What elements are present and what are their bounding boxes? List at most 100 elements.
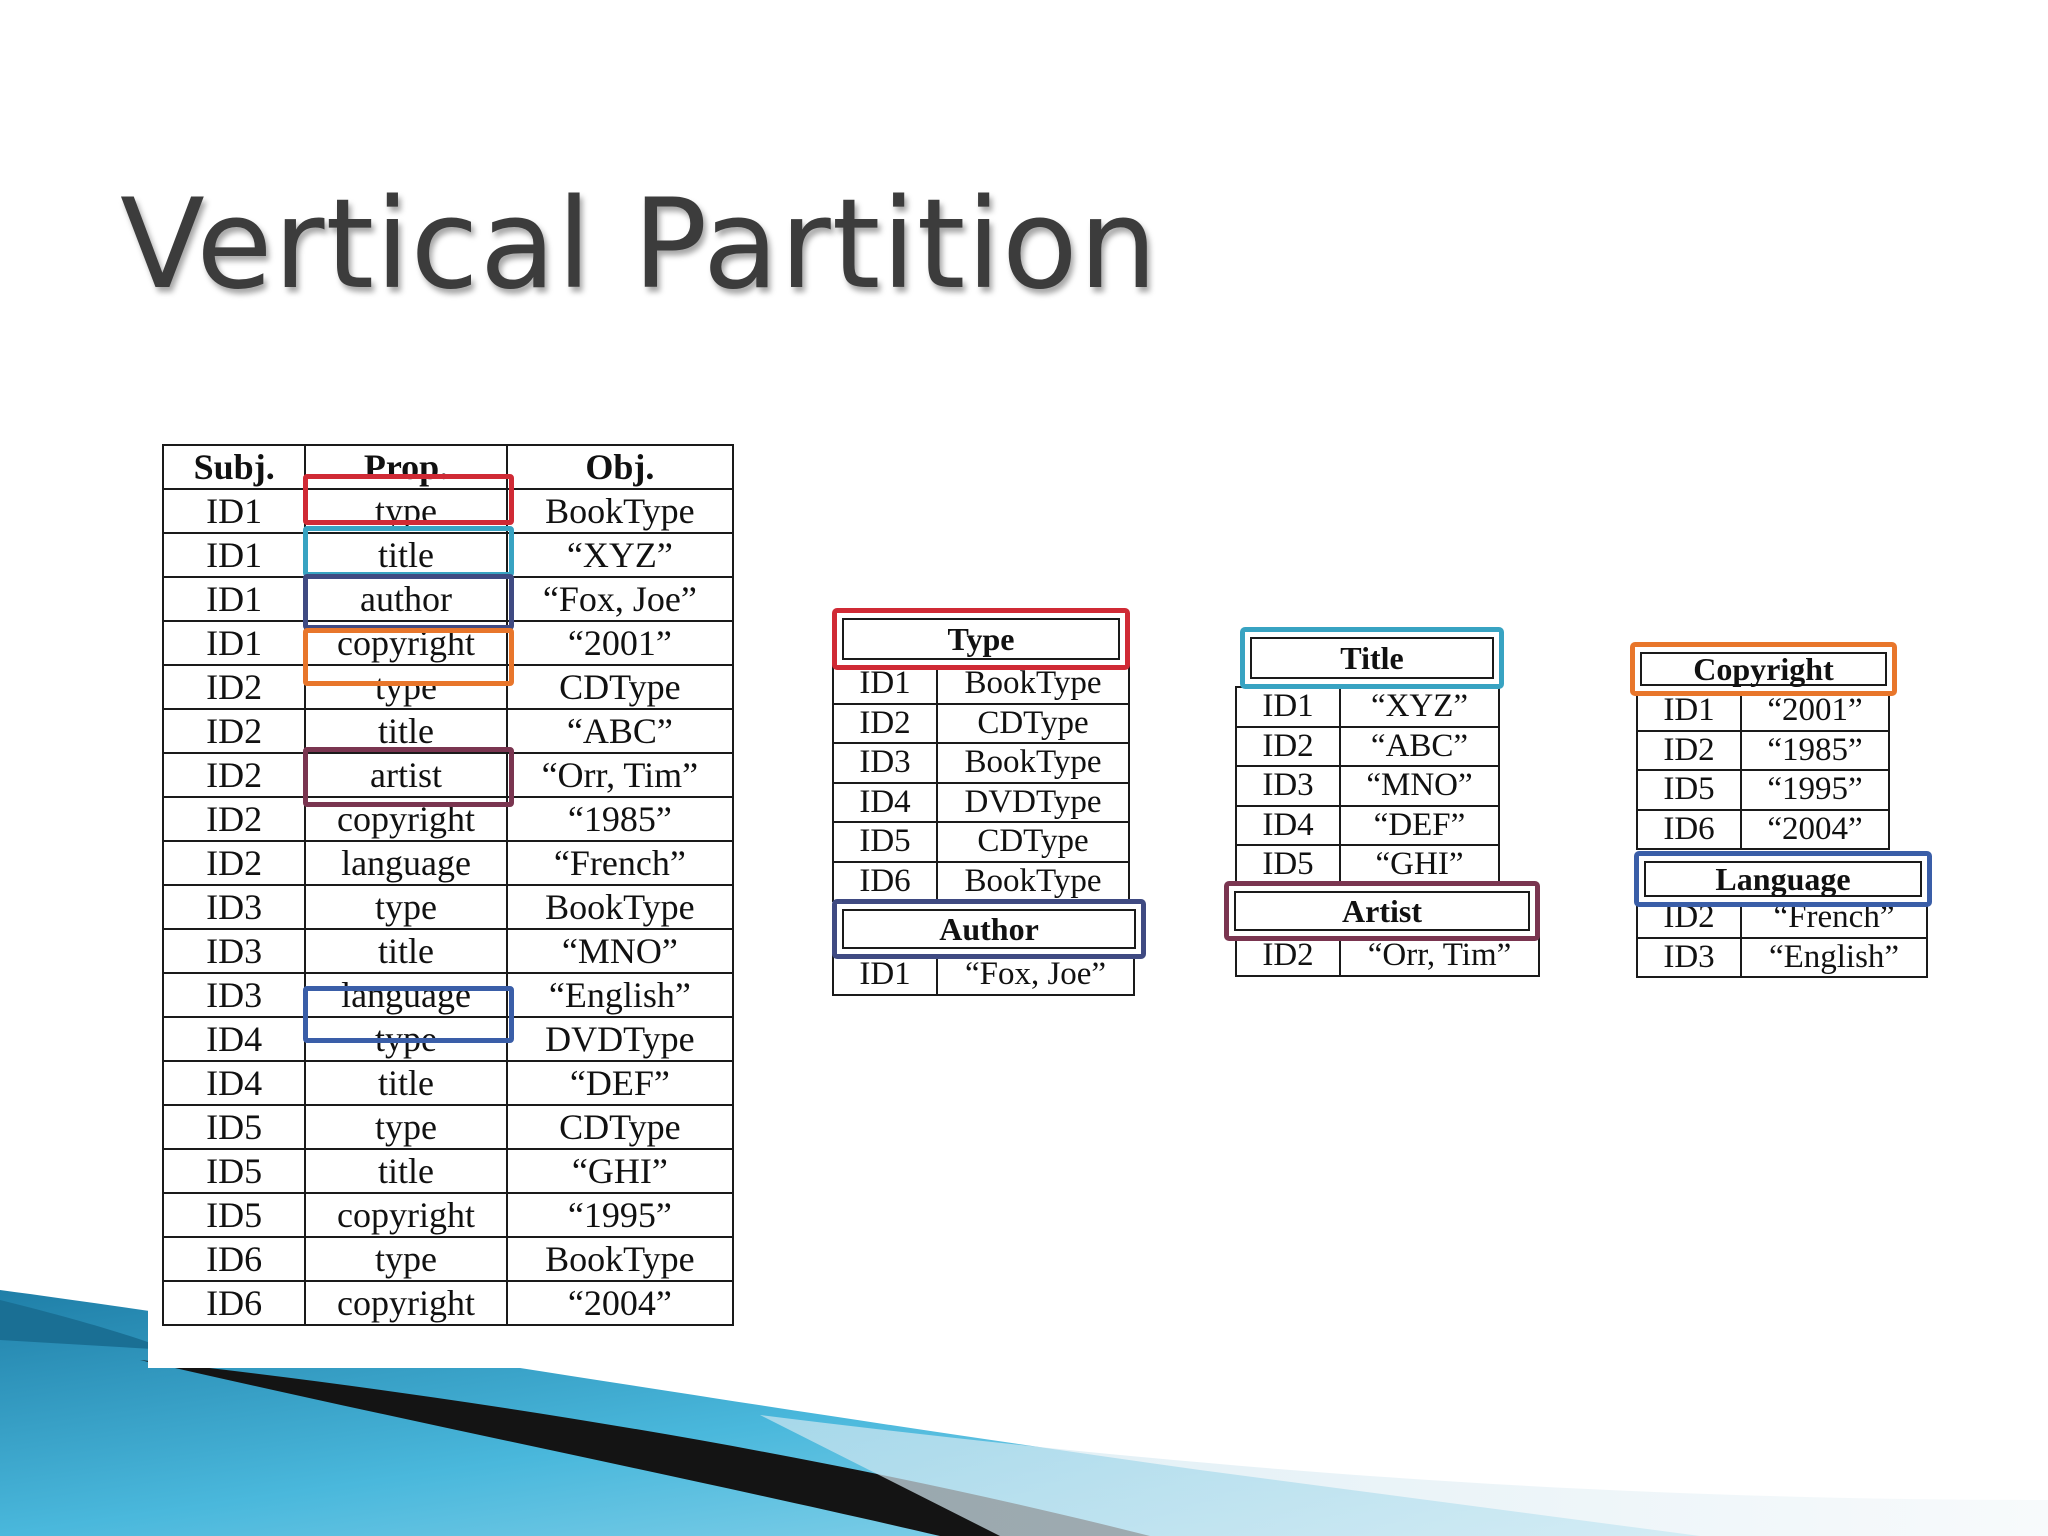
value-cell: “DEF”: [1339, 804, 1500, 846]
subject-cell: ID2: [1235, 725, 1341, 767]
value-cell: DVDType: [936, 781, 1130, 823]
language-partition-header: Language: [1634, 851, 1932, 907]
object-cell: “2004”: [505, 1280, 735, 1326]
object-cell: “2001”: [505, 620, 735, 666]
copyright-row: ID2 “1985”: [1636, 729, 1890, 771]
subject-cell: ID1: [1235, 686, 1341, 728]
table-row: ID2 type CDType: [161, 664, 735, 710]
table-row: ID6 type BookType: [161, 1236, 735, 1282]
object-cell: “Orr, Tim”: [505, 752, 735, 798]
table-row: ID2 title “ABC”: [161, 708, 735, 754]
title-row: ID3 “MNO”: [1235, 765, 1500, 807]
table-row: ID5 type CDType: [161, 1104, 735, 1150]
copyright-row: ID6 “2004”: [1636, 808, 1890, 850]
language-partition-table: ID2 “French” ID3 “English”: [1635, 897, 1928, 978]
highlight-language: [303, 986, 514, 1043]
object-cell: “1985”: [505, 796, 735, 842]
object-cell: DVDType: [505, 1016, 735, 1062]
object-cell: “MNO”: [505, 928, 735, 974]
value-cell: “1985”: [1740, 729, 1890, 771]
table-row: ID1 title “XYZ”: [161, 532, 735, 578]
table-row: ID3 language “English”: [161, 972, 735, 1018]
object-cell: BookType: [505, 488, 735, 534]
property-cell: type: [304, 1236, 508, 1282]
author-row: ID1 “Fox, Joe”: [831, 954, 1135, 996]
highlight-author: [303, 574, 514, 630]
value-cell: BookType: [936, 860, 1130, 902]
subject-cell: ID2: [161, 796, 307, 842]
property-cell: language: [304, 840, 508, 886]
artist-partition-header: Artist: [1224, 881, 1540, 941]
value-cell: “English”: [1740, 936, 1928, 978]
author-header-label: Author: [842, 909, 1136, 949]
subject-cell: ID2: [161, 752, 307, 798]
language-row: ID3 “English”: [1635, 936, 1928, 978]
artist-row: ID2 “Orr, Tim”: [1234, 935, 1540, 977]
object-cell: “1995”: [505, 1192, 735, 1238]
type-partition-table: ID1 BookType ID2 CDType ID3 BookType ID4 DVDTyp…: [831, 663, 1130, 902]
language-header-label: Language: [1644, 861, 1922, 897]
value-cell: CDType: [936, 702, 1130, 744]
table-row: ID5 copyright “1995”: [161, 1192, 735, 1238]
triple-store-table: Subj. Prop. Obj. ID1 type BookType ID1 title…: [161, 444, 735, 1326]
subject-cell: ID3: [161, 972, 307, 1018]
value-cell: “XYZ”: [1339, 686, 1500, 728]
object-cell: “English”: [505, 972, 735, 1018]
highlight-type: [303, 474, 514, 525]
value-cell: “Fox, Joe”: [936, 954, 1135, 996]
subject-cell: ID2: [831, 702, 939, 744]
subject-cell: ID1: [161, 488, 307, 534]
type-row: ID2 CDType: [831, 702, 1130, 744]
property-cell: type: [304, 884, 508, 930]
title-partition-table: ID1 “XYZ” ID2 “ABC” ID3 “MNO” ID4 “DEF” ID5 “GHI”: [1235, 686, 1500, 886]
subject-cell: ID3: [831, 742, 939, 784]
value-cell: BookType: [936, 742, 1130, 784]
value-cell: “2004”: [1740, 808, 1890, 850]
object-cell: CDType: [505, 1104, 735, 1150]
artist-partition-table: ID2 “Orr, Tim”: [1234, 935, 1540, 977]
title-row: ID4 “DEF”: [1235, 804, 1500, 846]
table-row: ID2 artist “Orr, Tim”: [161, 752, 735, 798]
title-header-label: Title: [1250, 637, 1494, 679]
subject-cell: ID2: [1234, 935, 1342, 977]
header-object: Obj.: [505, 444, 735, 490]
object-cell: “ABC”: [505, 708, 735, 754]
object-cell: “XYZ”: [505, 532, 735, 578]
property-cell: language: [304, 972, 508, 1018]
title-partition-header: Title: [1240, 627, 1504, 689]
subject-cell: ID3: [161, 884, 307, 930]
type-header-label: Type: [842, 618, 1120, 660]
object-cell: CDType: [505, 664, 735, 710]
highlight-artist: [303, 747, 514, 807]
subject-cell: ID3: [161, 928, 307, 974]
subject-cell: ID5: [161, 1104, 307, 1150]
object-cell: “GHI”: [505, 1148, 735, 1194]
subject-cell: ID5: [161, 1192, 307, 1238]
table-row: ID1 author “Fox, Joe”: [161, 576, 735, 622]
type-partition-header: Type: [832, 608, 1130, 670]
highlight-title: [303, 526, 514, 577]
type-row: ID6 BookType: [831, 860, 1130, 902]
subject-cell: ID3: [1235, 765, 1341, 807]
subject-cell: ID1: [1636, 690, 1742, 732]
table-row: ID4 title “DEF”: [161, 1060, 735, 1106]
type-row: ID4 DVDType: [831, 781, 1130, 823]
subject-cell: ID5: [161, 1148, 307, 1194]
value-cell: “2001”: [1740, 690, 1890, 732]
type-row: ID5 CDType: [831, 821, 1130, 863]
slide-title: Vertical Partition: [120, 173, 1159, 318]
subject-cell: ID2: [161, 664, 307, 710]
subject-cell: ID5: [1636, 769, 1742, 811]
object-cell: “DEF”: [505, 1060, 735, 1106]
subject-cell: ID3: [1635, 936, 1743, 978]
copyright-partition-header: Copyright: [1630, 642, 1897, 696]
copyright-header-label: Copyright: [1640, 651, 1887, 687]
copyright-row: ID1 “2001”: [1636, 690, 1890, 732]
subject-cell: ID4: [831, 781, 939, 823]
header-property: Prop.: [304, 444, 508, 490]
property-cell: artist: [304, 752, 508, 798]
value-cell: “GHI”: [1339, 844, 1500, 886]
object-cell: BookType: [505, 1236, 735, 1282]
object-cell: “French”: [505, 840, 735, 886]
